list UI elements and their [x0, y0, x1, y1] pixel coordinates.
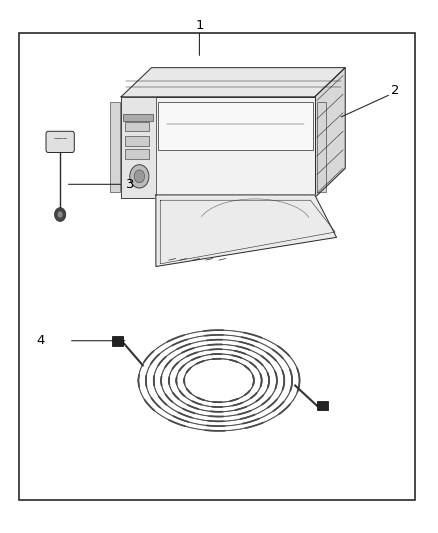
Circle shape — [57, 212, 63, 217]
Circle shape — [130, 165, 149, 188]
Circle shape — [134, 170, 145, 183]
Bar — [125, 122, 149, 131]
Bar — [121, 97, 156, 198]
Bar — [125, 149, 149, 159]
Polygon shape — [156, 195, 336, 266]
Text: 2: 2 — [391, 84, 399, 97]
Bar — [121, 97, 315, 198]
Bar — [125, 136, 149, 146]
Bar — [110, 102, 120, 192]
FancyBboxPatch shape — [46, 131, 74, 152]
Text: 1: 1 — [195, 19, 204, 32]
Text: 4: 4 — [36, 334, 45, 347]
Bar — [113, 336, 123, 345]
Bar — [158, 102, 313, 150]
Bar — [19, 33, 415, 500]
Bar — [123, 114, 153, 120]
Polygon shape — [121, 68, 345, 97]
Bar — [317, 401, 328, 410]
Polygon shape — [315, 68, 345, 198]
Circle shape — [54, 208, 66, 221]
Bar — [317, 102, 326, 192]
Text: 3: 3 — [126, 178, 134, 191]
